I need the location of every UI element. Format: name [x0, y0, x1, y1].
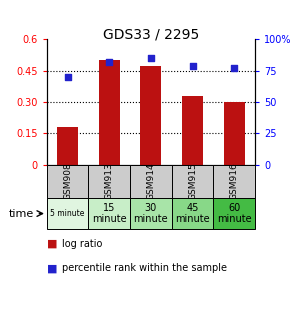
Bar: [47, 165, 88, 198]
Text: GSM908: GSM908: [63, 163, 72, 200]
Bar: [130, 198, 172, 229]
Point: [65, 74, 70, 79]
Bar: [141, 66, 161, 165]
Bar: [88, 198, 130, 229]
Text: time: time: [9, 209, 34, 218]
Bar: [99, 60, 120, 165]
Text: percentile rank within the sample: percentile rank within the sample: [62, 263, 226, 273]
Point: [232, 65, 236, 71]
Point: [149, 56, 153, 61]
Text: log ratio: log ratio: [62, 239, 102, 249]
Text: 5 minute: 5 minute: [50, 209, 85, 218]
Text: GDS33 / 2295: GDS33 / 2295: [103, 28, 199, 42]
Point: [190, 63, 195, 68]
Text: 30
minute: 30 minute: [134, 203, 168, 224]
Text: GSM915: GSM915: [188, 163, 197, 200]
Text: 45
minute: 45 minute: [175, 203, 210, 224]
Bar: [47, 198, 88, 229]
Text: 60
minute: 60 minute: [217, 203, 251, 224]
Bar: [57, 127, 78, 165]
Text: 15
minute: 15 minute: [92, 203, 127, 224]
Text: GSM914: GSM914: [146, 163, 155, 200]
Text: ■: ■: [47, 239, 57, 249]
Text: GSM916: GSM916: [230, 163, 239, 200]
Bar: [172, 165, 213, 198]
Bar: [130, 165, 172, 198]
Bar: [224, 102, 245, 165]
Bar: [182, 96, 203, 165]
Bar: [88, 165, 130, 198]
Bar: [213, 198, 255, 229]
Text: GSM913: GSM913: [105, 163, 114, 200]
Bar: [172, 198, 213, 229]
Bar: [213, 165, 255, 198]
Text: ■: ■: [47, 263, 57, 273]
Point: [107, 59, 112, 64]
